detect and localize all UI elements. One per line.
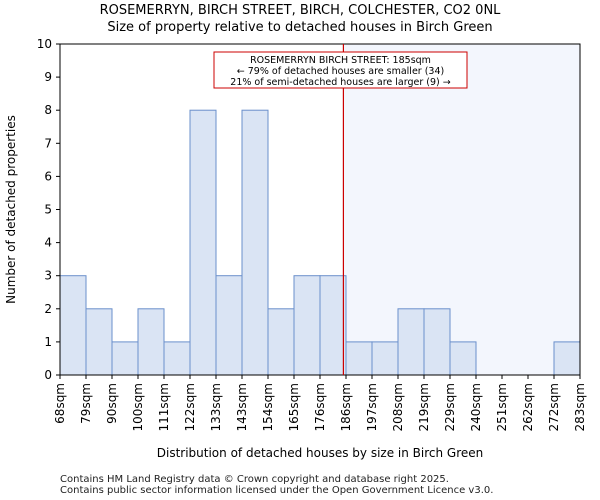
x-tick-label-186sqm: 186sqm xyxy=(339,383,353,431)
x-tick-label-197sqm: 197sqm xyxy=(365,383,379,431)
y-tick-label-6: 6 xyxy=(44,169,52,183)
y-tick-label-1: 1 xyxy=(44,335,52,349)
annotation-line-3: 21% of semi-detached houses are larger (… xyxy=(230,77,450,88)
y-tick-label-0: 0 xyxy=(44,368,52,382)
bar-176sqm xyxy=(319,275,347,376)
x-tick-label-143sqm: 143sqm xyxy=(235,383,249,431)
x-tick-label-133sqm: 133sqm xyxy=(209,383,223,431)
x-tick-label-165sqm: 165sqm xyxy=(287,383,301,431)
x-tick-label-262sqm: 262sqm xyxy=(521,383,535,431)
bar-68sqm xyxy=(59,275,87,376)
y-tick-label-7: 7 xyxy=(44,136,52,150)
x-tick-label-272sqm: 272sqm xyxy=(547,383,561,431)
x-axis-label: Distribution of detached houses by size … xyxy=(157,446,484,460)
x-tick-label-283sqm: 283sqm xyxy=(573,383,587,431)
x-tick-label-176sqm: 176sqm xyxy=(313,383,327,431)
x-tick-label-229sqm: 229sqm xyxy=(443,383,457,431)
chart-title: ROSEMERRYN, BIRCH STREET, BIRCH, COLCHES… xyxy=(99,3,501,18)
highlight-region xyxy=(343,44,580,375)
annotation-line-1: ROSEMERRYN BIRCH STREET: 185sqm xyxy=(250,55,431,66)
bar-208sqm xyxy=(397,308,425,376)
annotation-box xyxy=(213,51,468,89)
y-tick-label-5: 5 xyxy=(44,203,52,217)
bar-143sqm xyxy=(241,109,269,376)
x-tick-label-100sqm: 100sqm xyxy=(131,383,145,431)
y-tick-label-9: 9 xyxy=(44,70,52,84)
bar-133sqm xyxy=(215,275,243,376)
bar-79sqm xyxy=(85,308,113,376)
bar-186sqm xyxy=(345,341,373,376)
chart-subtitle: Size of property relative to detached ho… xyxy=(107,20,493,35)
y-axis-label: Number of detached properties xyxy=(4,115,18,304)
x-tick-label-251sqm: 251sqm xyxy=(495,383,509,431)
y-tick-label-8: 8 xyxy=(44,103,52,117)
bar-90sqm xyxy=(111,341,139,376)
bar-272sqm xyxy=(553,341,581,376)
annotation-line-2: ← 79% of detached houses are smaller (34… xyxy=(237,66,444,77)
x-tick-label-208sqm: 208sqm xyxy=(391,383,405,431)
x-tick-label-68sqm: 68sqm xyxy=(53,383,67,424)
y-tick-label-4: 4 xyxy=(44,236,52,250)
x-tick-label-219sqm: 219sqm xyxy=(417,383,431,431)
bar-111sqm xyxy=(163,341,191,376)
bar-100sqm xyxy=(137,308,165,376)
x-tick-label-154sqm: 154sqm xyxy=(261,383,275,431)
x-tick-label-240sqm: 240sqm xyxy=(469,383,483,431)
footer-line-1: Contains HM Land Registry data © Crown c… xyxy=(60,474,449,485)
y-tick-label-2: 2 xyxy=(44,302,52,316)
x-tick-label-90sqm: 90sqm xyxy=(105,383,119,424)
x-tick-label-79sqm: 79sqm xyxy=(79,383,93,424)
bar-165sqm xyxy=(293,275,321,376)
bar-122sqm xyxy=(189,109,217,376)
bar-197sqm xyxy=(371,341,399,376)
y-tick-label-10: 10 xyxy=(37,37,52,51)
bar-154sqm xyxy=(267,308,295,376)
y-tick-label-3: 3 xyxy=(44,269,52,283)
x-tick-label-122sqm: 122sqm xyxy=(183,383,197,431)
footer-line-2: Contains public sector information licen… xyxy=(60,485,494,496)
x-tick-label-111sqm: 111sqm xyxy=(157,383,171,431)
bar-219sqm xyxy=(423,308,451,376)
bar-229sqm xyxy=(449,341,477,376)
